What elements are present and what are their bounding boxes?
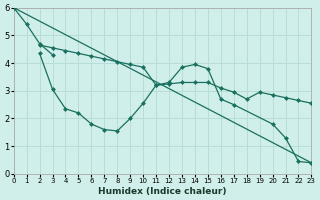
- X-axis label: Humidex (Indice chaleur): Humidex (Indice chaleur): [98, 187, 227, 196]
